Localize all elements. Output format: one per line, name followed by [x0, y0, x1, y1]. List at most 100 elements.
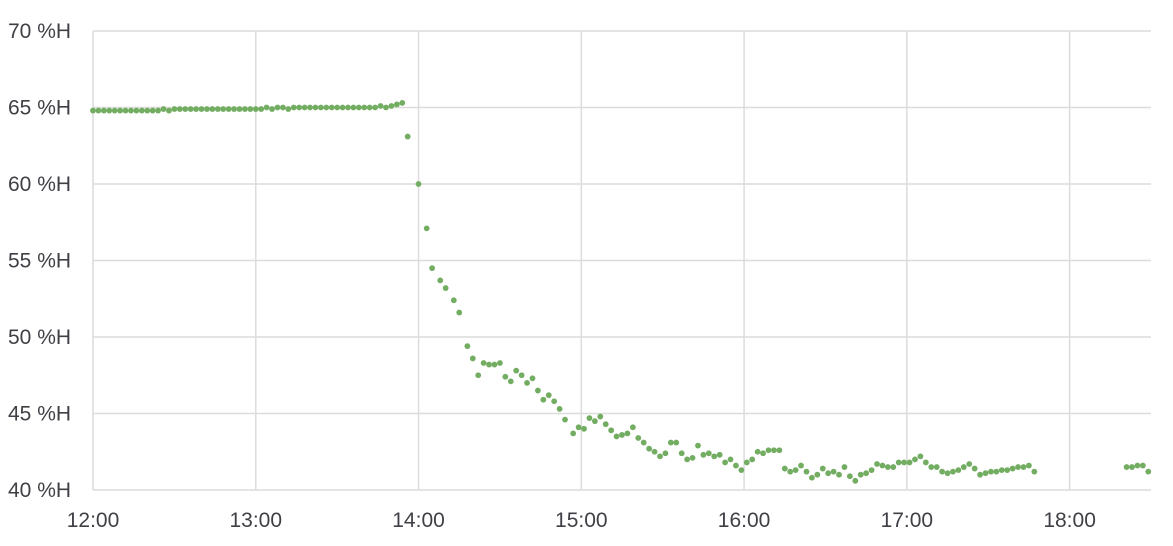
data-point — [263, 104, 270, 111]
data-point — [383, 104, 389, 111]
data-point — [917, 453, 924, 460]
data-point — [524, 380, 530, 386]
data-point — [890, 464, 897, 470]
data-point — [727, 456, 734, 463]
data-point — [377, 103, 384, 109]
data-point — [1026, 462, 1032, 469]
data-point — [808, 474, 815, 481]
data-point — [535, 387, 541, 394]
y-tick-label: 55 %H — [8, 250, 71, 273]
data-point — [491, 361, 498, 368]
data-point — [90, 107, 96, 114]
data-point — [209, 106, 216, 112]
x-tick-label: 14:00 — [392, 509, 445, 532]
data-point — [204, 106, 210, 112]
data-point — [765, 447, 772, 454]
data-point — [187, 106, 194, 112]
data-point — [469, 355, 476, 362]
data-point — [1020, 464, 1027, 470]
data-point — [602, 421, 609, 428]
data-point — [722, 459, 728, 466]
grid — [92, 30, 1151, 491]
data-point — [193, 106, 199, 112]
data-point — [393, 101, 400, 108]
data-point — [846, 473, 853, 480]
x-axis: 12:00 13:00 14:00 15:00 16:00 17:00 18:00 — [67, 509, 1096, 532]
data-point — [236, 106, 243, 112]
data-point — [545, 392, 552, 399]
data-point — [166, 107, 172, 114]
data-point — [841, 464, 848, 470]
data-point — [684, 456, 691, 463]
data-point — [258, 106, 265, 112]
data-point — [787, 468, 794, 475]
data-point — [111, 107, 118, 114]
data-point — [966, 461, 973, 467]
data-point — [874, 461, 880, 467]
data-point — [635, 435, 642, 441]
data-point — [749, 456, 756, 463]
data-point — [328, 104, 335, 111]
data-point — [662, 450, 669, 457]
data-point — [754, 448, 761, 455]
data-point — [128, 107, 134, 114]
data-point — [657, 453, 663, 460]
data-point — [868, 467, 875, 474]
data-point — [176, 106, 183, 112]
data-point — [429, 265, 436, 272]
data-point — [361, 104, 368, 111]
data-point — [863, 470, 870, 477]
data-point — [464, 343, 471, 350]
data-point — [619, 432, 625, 438]
y-tick-label: 45 %H — [8, 403, 71, 426]
data-point — [372, 104, 379, 111]
data-point — [214, 106, 221, 112]
data-point — [513, 367, 520, 374]
data-point — [144, 107, 151, 114]
data-point — [480, 360, 487, 366]
data-point — [640, 439, 647, 446]
data-point — [836, 471, 842, 478]
data-point — [884, 464, 891, 470]
data-point — [350, 104, 357, 111]
data-point — [138, 107, 145, 114]
data-point — [182, 106, 189, 112]
data-point — [933, 464, 940, 470]
data-point — [122, 107, 129, 114]
data-point — [312, 104, 319, 111]
data-point — [814, 471, 821, 478]
data-point — [388, 103, 395, 109]
data-point — [944, 470, 951, 477]
data-point — [285, 106, 292, 112]
data-point — [830, 468, 837, 475]
data-point — [825, 470, 832, 477]
data-point — [562, 416, 568, 423]
data-point — [307, 104, 313, 111]
data-point — [771, 447, 777, 454]
data-point — [950, 468, 956, 475]
data-point — [803, 468, 810, 475]
data-point — [955, 467, 962, 474]
data-point — [366, 104, 373, 111]
data-point — [819, 465, 826, 472]
data-point — [781, 465, 788, 472]
data-point — [667, 439, 674, 446]
data-point — [317, 104, 324, 111]
data-point — [1009, 465, 1016, 472]
data-point — [646, 445, 653, 452]
data-point — [922, 459, 929, 466]
data-point — [423, 225, 430, 232]
data-point — [518, 372, 525, 379]
data-point — [689, 454, 696, 461]
y-axis: 40 %H 45 %H 50 %H 55 %H 60 %H 65 %H 70 %H — [8, 20, 71, 502]
data-point — [551, 398, 558, 405]
x-tick-label: 12:00 — [67, 509, 120, 532]
data-point — [160, 106, 167, 112]
data-point — [345, 104, 351, 111]
data-point — [743, 459, 750, 466]
data-point — [597, 413, 604, 420]
data-point — [901, 459, 908, 466]
data-point — [301, 104, 308, 111]
data-point — [399, 100, 406, 106]
data-point — [497, 360, 503, 366]
